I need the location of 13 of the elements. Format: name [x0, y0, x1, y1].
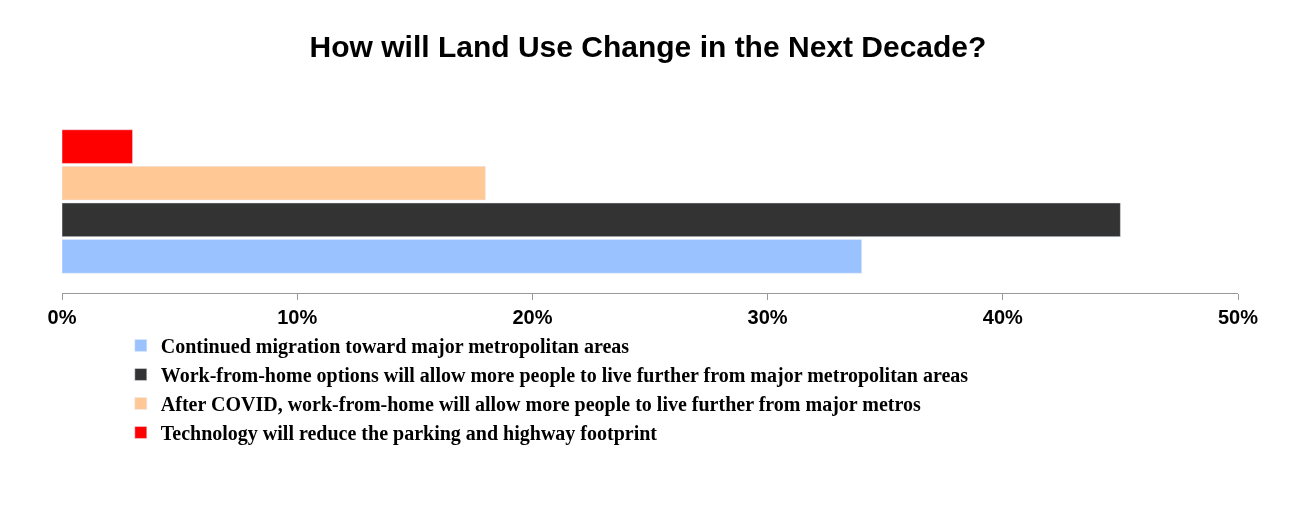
legend-label: Continued migration toward major metropolitan areas: [160, 335, 630, 359]
chart-title: How will Land Use Change in the Next Decade?: [309, 29, 987, 63]
x-tick-label: 30%: [747, 306, 788, 328]
x-tick-label: 10%: [277, 306, 318, 328]
x-tick-label: 40%: [982, 306, 1024, 328]
x-tick-label: 20%: [512, 306, 553, 328]
legend-label: After COVID, work-from-home will allow more people to live further from major metros: [160, 393, 922, 417]
bar: [62, 129, 133, 164]
legend-label: Work-from-home options will allow more people to live further from major metropolitan areas: [160, 364, 969, 388]
legend-label: Technology will reduce the parking and highway footprint: [160, 422, 658, 446]
bar: [62, 239, 862, 274]
x-tick-label: 50%: [1217, 306, 1259, 328]
x-tick-label: 0%: [47, 306, 77, 328]
